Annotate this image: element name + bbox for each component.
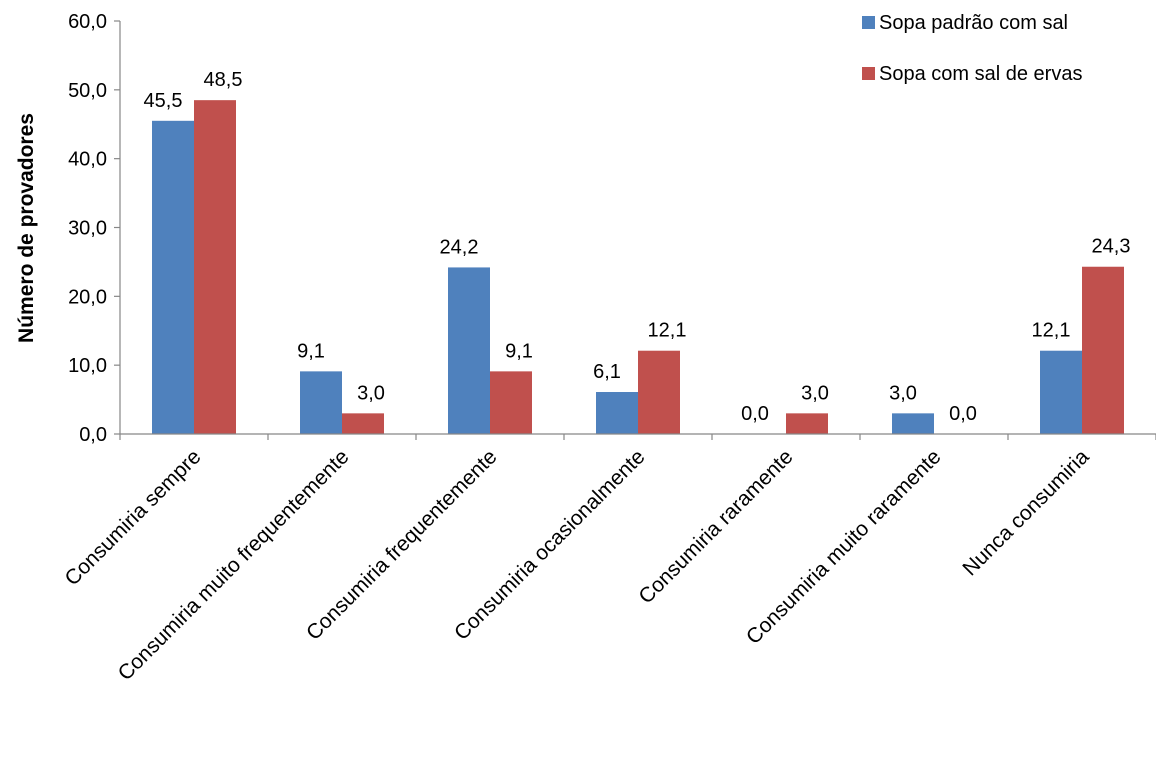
bar	[194, 100, 236, 435]
bar	[342, 413, 384, 434]
legend-label: Sopa com sal de ervas	[879, 63, 1082, 85]
data-labels: 45,5 9,1 24,2 6,1 0,0 3,0 12,1 48,5 3,0 9,1 12,1 3,…	[144, 69, 1131, 425]
bar-value-label: 9,1	[505, 340, 533, 362]
x-category-label: Nunca consumiria	[958, 445, 1093, 580]
x-category-label: Consumiria raramente	[634, 445, 797, 608]
bar-value-label: 24,3	[1092, 236, 1131, 258]
bar	[786, 413, 828, 434]
bar-value-label: 12,1	[1032, 320, 1071, 342]
bar	[1040, 350, 1082, 434]
y-tick-label: 30,0	[68, 218, 107, 240]
x-category-label: Consumiria muito frequentemente	[114, 445, 354, 685]
y-tick-label: 60,0	[68, 11, 107, 33]
bar-value-label: 6,1	[593, 361, 621, 383]
bar	[1082, 266, 1124, 434]
y-tick-label: 40,0	[68, 149, 107, 171]
bars	[152, 100, 1124, 435]
y-axis: 0,0 10,0 20,0 30,0 40,0 50,0 60,0	[68, 11, 121, 446]
bar	[152, 120, 194, 434]
legend-swatch	[862, 67, 875, 80]
bar-value-label: 12,1	[648, 320, 687, 342]
bar-value-label: 3,0	[357, 382, 385, 404]
bar	[596, 392, 638, 434]
bar	[300, 371, 342, 434]
bar-value-label: 0,0	[949, 403, 977, 425]
bar	[448, 267, 490, 434]
bar	[638, 350, 680, 434]
y-tick-label: 20,0	[68, 286, 107, 308]
legend-swatch	[862, 16, 875, 29]
bar-value-label: 45,5	[144, 90, 183, 112]
bar	[490, 371, 532, 434]
bar-value-label: 24,2	[440, 236, 479, 258]
bar-value-label: 3,0	[889, 382, 917, 404]
legend: Sopa padrão com sal Sopa com sal de ervas	[862, 12, 1082, 85]
bar-value-label: 9,1	[297, 340, 325, 362]
x-category-label: Consumiria sempre	[61, 445, 206, 590]
bar-value-label: 48,5	[204, 69, 243, 91]
bar-value-label: 0,0	[741, 403, 769, 425]
y-tick-label: 0,0	[79, 424, 107, 446]
y-tick-label: 50,0	[68, 80, 107, 102]
legend-label: Sopa padrão com sal	[879, 12, 1068, 34]
bar-value-label: 3,0	[801, 382, 829, 404]
y-tick-label: 10,0	[68, 355, 107, 377]
bar	[892, 413, 934, 434]
y-axis-title: Número de provadores	[15, 113, 38, 343]
